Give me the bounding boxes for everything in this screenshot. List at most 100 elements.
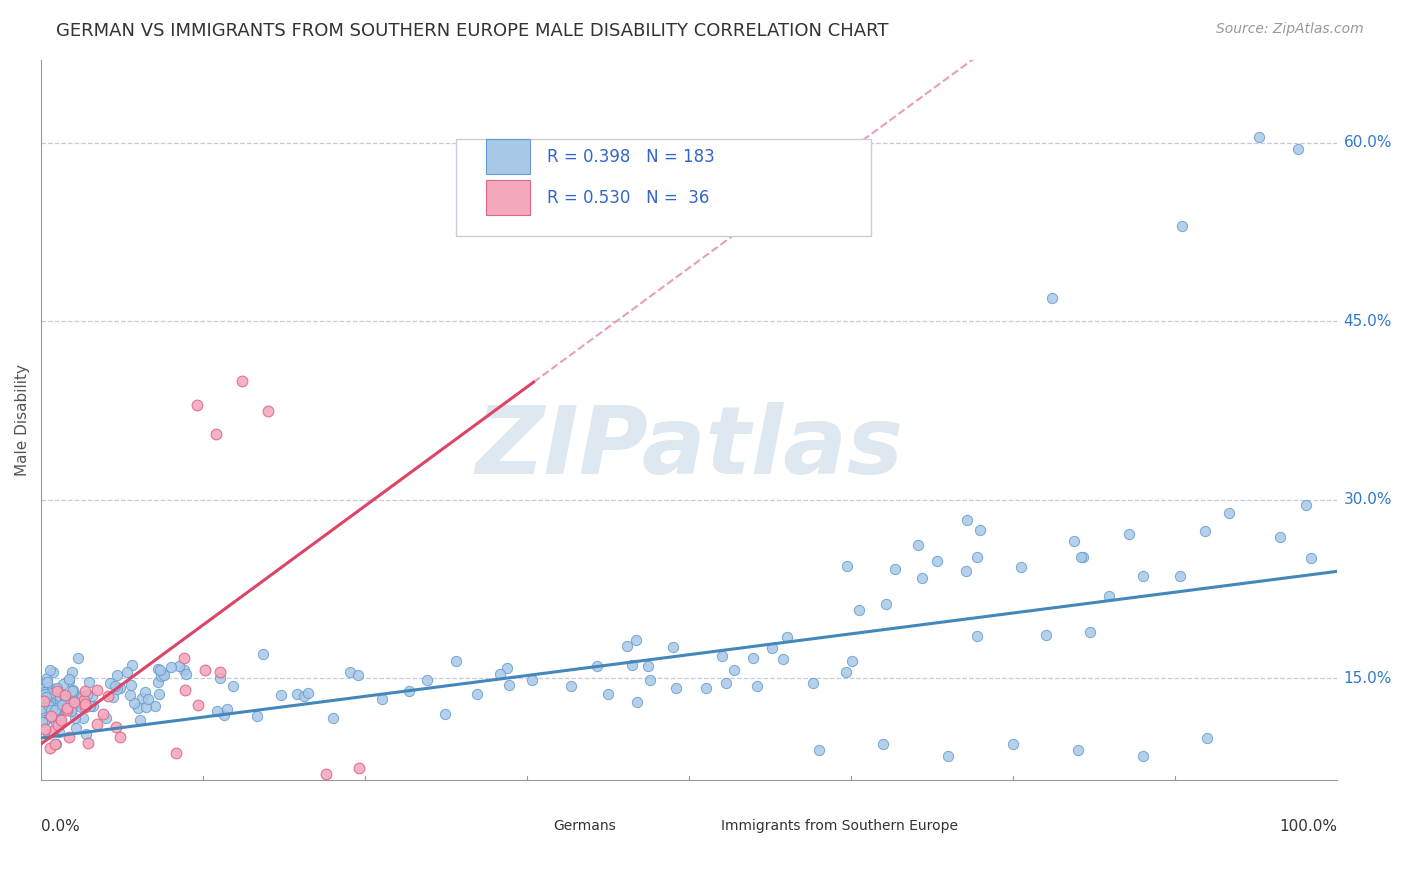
Point — [46, 701, 69, 715]
Point — [444, 654, 467, 668]
Point — [73, 692, 96, 706]
Point — [1035, 627, 1057, 641]
Point — [62, 700, 84, 714]
Point — [42, 665, 65, 679]
Point — [187, 698, 209, 713]
Point — [37, 688, 59, 702]
Point — [1098, 589, 1121, 603]
Point — [347, 668, 370, 682]
Point — [883, 562, 905, 576]
FancyBboxPatch shape — [485, 139, 530, 175]
Point — [322, 711, 344, 725]
Point — [82, 698, 104, 713]
Point — [205, 704, 228, 718]
Point — [117, 665, 139, 680]
FancyBboxPatch shape — [673, 814, 711, 838]
Point — [212, 708, 235, 723]
Point — [44, 737, 66, 751]
Point — [222, 679, 245, 693]
Point — [31, 696, 53, 710]
Point — [966, 550, 988, 565]
Point — [138, 691, 160, 706]
Point — [39, 686, 62, 700]
Point — [30, 694, 52, 708]
Point — [39, 695, 62, 709]
Point — [801, 676, 824, 690]
Point — [48, 713, 70, 727]
Point — [747, 679, 769, 693]
Point — [148, 674, 170, 689]
Point — [128, 713, 150, 727]
Y-axis label: Male Disability: Male Disability — [15, 364, 30, 475]
Point — [97, 689, 120, 703]
Point — [30, 687, 52, 701]
Point — [31, 701, 53, 715]
Point — [53, 692, 76, 706]
Point — [52, 701, 75, 715]
Point — [32, 685, 55, 699]
Point — [86, 683, 108, 698]
Point — [31, 681, 53, 696]
Point — [498, 678, 520, 692]
Point — [1040, 291, 1063, 305]
Point — [626, 632, 648, 647]
Point — [169, 659, 191, 673]
Point — [1299, 551, 1322, 566]
Point — [124, 696, 146, 710]
Point — [56, 694, 79, 708]
Point — [37, 671, 59, 685]
Point — [1249, 130, 1271, 145]
Point — [58, 731, 80, 745]
Point — [48, 725, 70, 739]
Text: 100.0%: 100.0% — [1279, 819, 1337, 834]
Point — [39, 709, 62, 723]
Point — [1295, 498, 1317, 512]
Point — [37, 692, 59, 706]
Point — [872, 737, 894, 751]
Point — [104, 720, 127, 734]
Point — [165, 747, 187, 761]
Point — [67, 651, 90, 665]
Point — [34, 694, 56, 708]
Point — [56, 703, 79, 717]
Point — [966, 629, 988, 643]
Point — [63, 710, 86, 724]
Point — [143, 699, 166, 714]
Point — [586, 659, 609, 673]
Point — [1067, 743, 1090, 757]
Point — [70, 697, 93, 711]
Point — [101, 690, 124, 705]
Point — [148, 662, 170, 676]
Point — [70, 690, 93, 705]
Text: R = 0.398   N = 183: R = 0.398 N = 183 — [547, 148, 714, 166]
Point — [45, 715, 67, 730]
Point — [69, 699, 91, 714]
Point — [49, 690, 72, 705]
Point — [186, 398, 208, 412]
Point — [42, 723, 65, 738]
Point — [58, 672, 80, 686]
Point — [80, 690, 103, 704]
Point — [73, 697, 96, 711]
Point — [37, 696, 59, 710]
Point — [907, 538, 929, 552]
Point — [956, 513, 979, 527]
Point — [56, 701, 79, 715]
Point — [94, 711, 117, 725]
Point — [55, 696, 77, 710]
Point — [46, 697, 69, 711]
Point — [560, 680, 582, 694]
Point — [62, 695, 84, 709]
Point — [1168, 569, 1191, 583]
Point — [53, 692, 76, 706]
Point — [347, 761, 370, 775]
Point — [761, 641, 783, 656]
Point — [46, 702, 69, 716]
Point — [31, 684, 53, 698]
Point — [292, 690, 315, 704]
Point — [31, 714, 53, 729]
Point — [73, 699, 96, 714]
Text: 15.0%: 15.0% — [1344, 671, 1392, 686]
Text: Immigrants from Southern Europe: Immigrants from Southern Europe — [721, 820, 959, 833]
Point — [848, 603, 870, 617]
